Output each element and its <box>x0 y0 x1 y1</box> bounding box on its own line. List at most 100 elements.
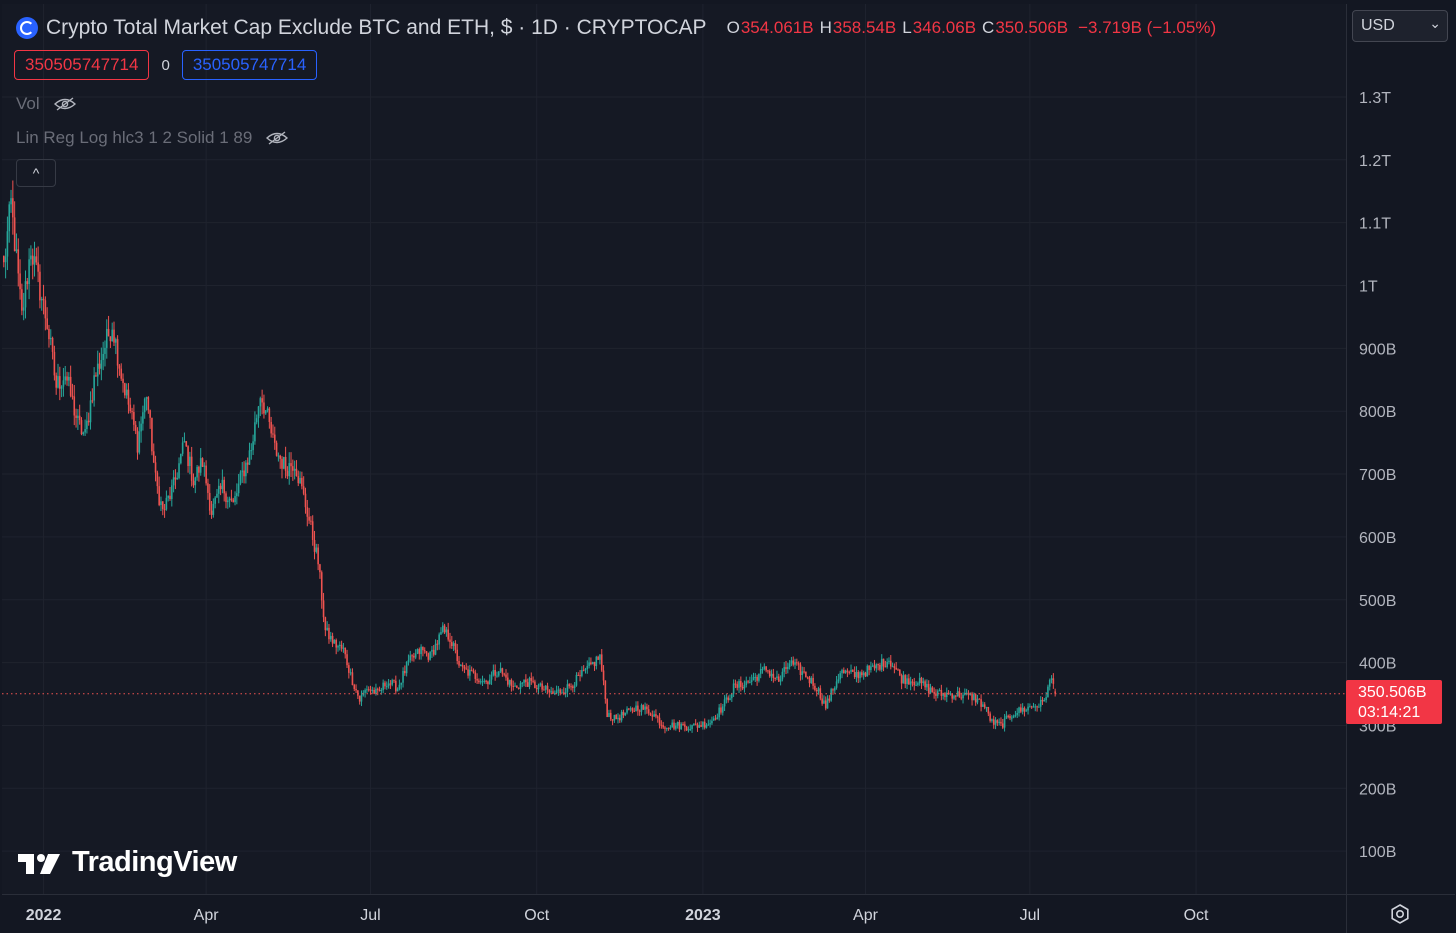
candle-body <box>982 704 984 707</box>
candle-body <box>678 721 681 730</box>
candle-body <box>859 672 861 679</box>
candle-body <box>539 683 542 686</box>
candlestick-chart-svg[interactable] <box>2 4 1346 894</box>
gear-icon[interactable] <box>1388 902 1412 926</box>
candle-body <box>626 708 628 713</box>
indicator-linreg[interactable]: Lin Reg Log hlc3 1 2 Solid 1 89 <box>16 128 289 148</box>
time-axis-labels: 2022 Apr Jul Oct 2023 Apr Jul Oct <box>26 907 1209 924</box>
candle-body <box>315 547 318 552</box>
candle-body <box>102 353 104 361</box>
candle-body <box>104 347 106 354</box>
candle-body <box>60 386 63 389</box>
candle-body <box>107 328 110 337</box>
candle-body <box>935 693 937 696</box>
price-axis[interactable]: 100B 200B 300B 400B 500B 600B 700B 800B 900B 1T 1.… <box>1346 4 1455 894</box>
candle-body <box>306 507 309 517</box>
candle-body <box>82 432 85 435</box>
candle-body <box>644 706 646 710</box>
y-tick-label: 600B <box>1359 530 1396 547</box>
candle-body <box>1016 712 1019 715</box>
value-boxes: 350505747714 0 350505747714 <box>14 50 318 80</box>
low-value: 346.06B <box>912 18 977 37</box>
candle-body <box>73 396 76 416</box>
candle-body <box>949 693 952 695</box>
candle-body <box>570 686 572 688</box>
candle-body <box>167 495 169 498</box>
x-tick-label: Jul <box>360 907 380 924</box>
candle-body <box>741 686 744 689</box>
candle-body <box>142 412 144 424</box>
candle-body <box>611 719 614 721</box>
candle-body <box>42 298 45 301</box>
candle-body <box>501 668 504 674</box>
chart-pane[interactable] <box>2 4 1346 894</box>
candle-body <box>866 665 869 677</box>
candle-body <box>26 281 29 285</box>
candle-body <box>31 255 34 265</box>
candle-body <box>44 300 47 319</box>
candle-body <box>955 695 957 697</box>
candle-body <box>944 693 946 698</box>
candle-body <box>947 692 950 695</box>
candle-body <box>667 728 670 730</box>
candle-body <box>198 466 200 473</box>
candle-body <box>259 398 262 407</box>
candle-body <box>115 339 117 343</box>
candle-body <box>929 687 932 694</box>
candle-body <box>638 710 641 712</box>
candle-body <box>393 680 395 682</box>
candle-body <box>703 721 706 728</box>
candle-body <box>749 681 751 683</box>
candle-body <box>369 689 372 691</box>
candle-body <box>711 720 713 724</box>
candle-body <box>900 675 903 684</box>
candle-body <box>199 458 202 473</box>
candle-body <box>559 689 561 693</box>
candle-body <box>904 675 907 684</box>
candle-body <box>734 683 737 685</box>
candle-body <box>1036 706 1038 708</box>
candle-body <box>86 420 88 430</box>
candle-body <box>649 713 652 716</box>
candle-body <box>178 463 180 478</box>
candle-body <box>268 408 271 422</box>
price-axis-labels: 100B200B300B400B500B600B700B800B900B1T1.… <box>1359 90 1396 861</box>
candle-body <box>283 456 285 469</box>
symbol-legend: Crypto Total Market Cap Exclude BTC and … <box>16 14 1216 42</box>
candle-body <box>116 339 119 366</box>
candle-body <box>488 679 491 685</box>
eye-crossed-icon[interactable] <box>53 97 76 111</box>
candle-body <box>996 720 999 723</box>
symbol-title[interactable]: Crypto Total Market Cap Exclude BTC and … <box>46 16 707 39</box>
candle-body <box>1054 691 1056 694</box>
candle-body <box>96 363 99 377</box>
currency-select[interactable]: USD ⌄ <box>1352 10 1448 42</box>
candle-body <box>693 723 695 726</box>
candle-body <box>893 666 896 668</box>
candle-body <box>797 663 800 665</box>
candle-body <box>1032 706 1035 708</box>
candle-body <box>839 673 841 680</box>
candle-body <box>243 470 245 477</box>
time-axis[interactable]: 2022 Apr Jul Oct 2023 Apr Jul Oct <box>2 894 1346 933</box>
candle-body <box>537 685 540 690</box>
eye-crossed-icon[interactable] <box>266 131 289 145</box>
candle-body <box>28 259 30 285</box>
candle-body <box>899 669 901 676</box>
candle-body <box>389 683 392 685</box>
indicator-vol[interactable]: Vol <box>16 94 76 114</box>
candle-body <box>201 458 204 467</box>
candle-body <box>609 712 612 720</box>
candle-body <box>355 688 357 691</box>
candle-body <box>637 705 639 711</box>
candle-body <box>230 498 233 500</box>
candle-body <box>665 728 668 730</box>
candle-body <box>908 678 910 685</box>
candle-body <box>1023 707 1026 712</box>
candle-body <box>335 639 337 648</box>
collapse-legend-button[interactable]: ^ <box>16 159 56 187</box>
candle-body <box>432 649 435 655</box>
x-tick-label: Oct <box>524 907 549 924</box>
candle-body <box>702 721 704 727</box>
candle-body <box>1014 714 1017 716</box>
